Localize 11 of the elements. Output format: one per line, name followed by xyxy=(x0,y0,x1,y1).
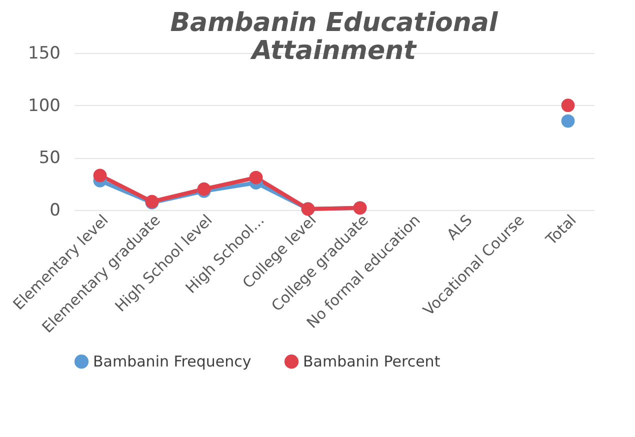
y-tick-label: 0 xyxy=(50,200,60,220)
legend-label: Bambanin Frequency xyxy=(93,352,252,371)
point xyxy=(561,98,575,112)
y-tick-label: 150 xyxy=(28,44,60,64)
y-tick-label: 100 xyxy=(28,96,60,116)
legend-label: Bambanin Percent xyxy=(303,352,440,371)
y-tick-label: 50 xyxy=(38,148,60,168)
point xyxy=(93,168,107,182)
point xyxy=(249,170,263,184)
point xyxy=(561,114,575,128)
chart-title: Bambanin Educational Attainment xyxy=(170,8,499,66)
